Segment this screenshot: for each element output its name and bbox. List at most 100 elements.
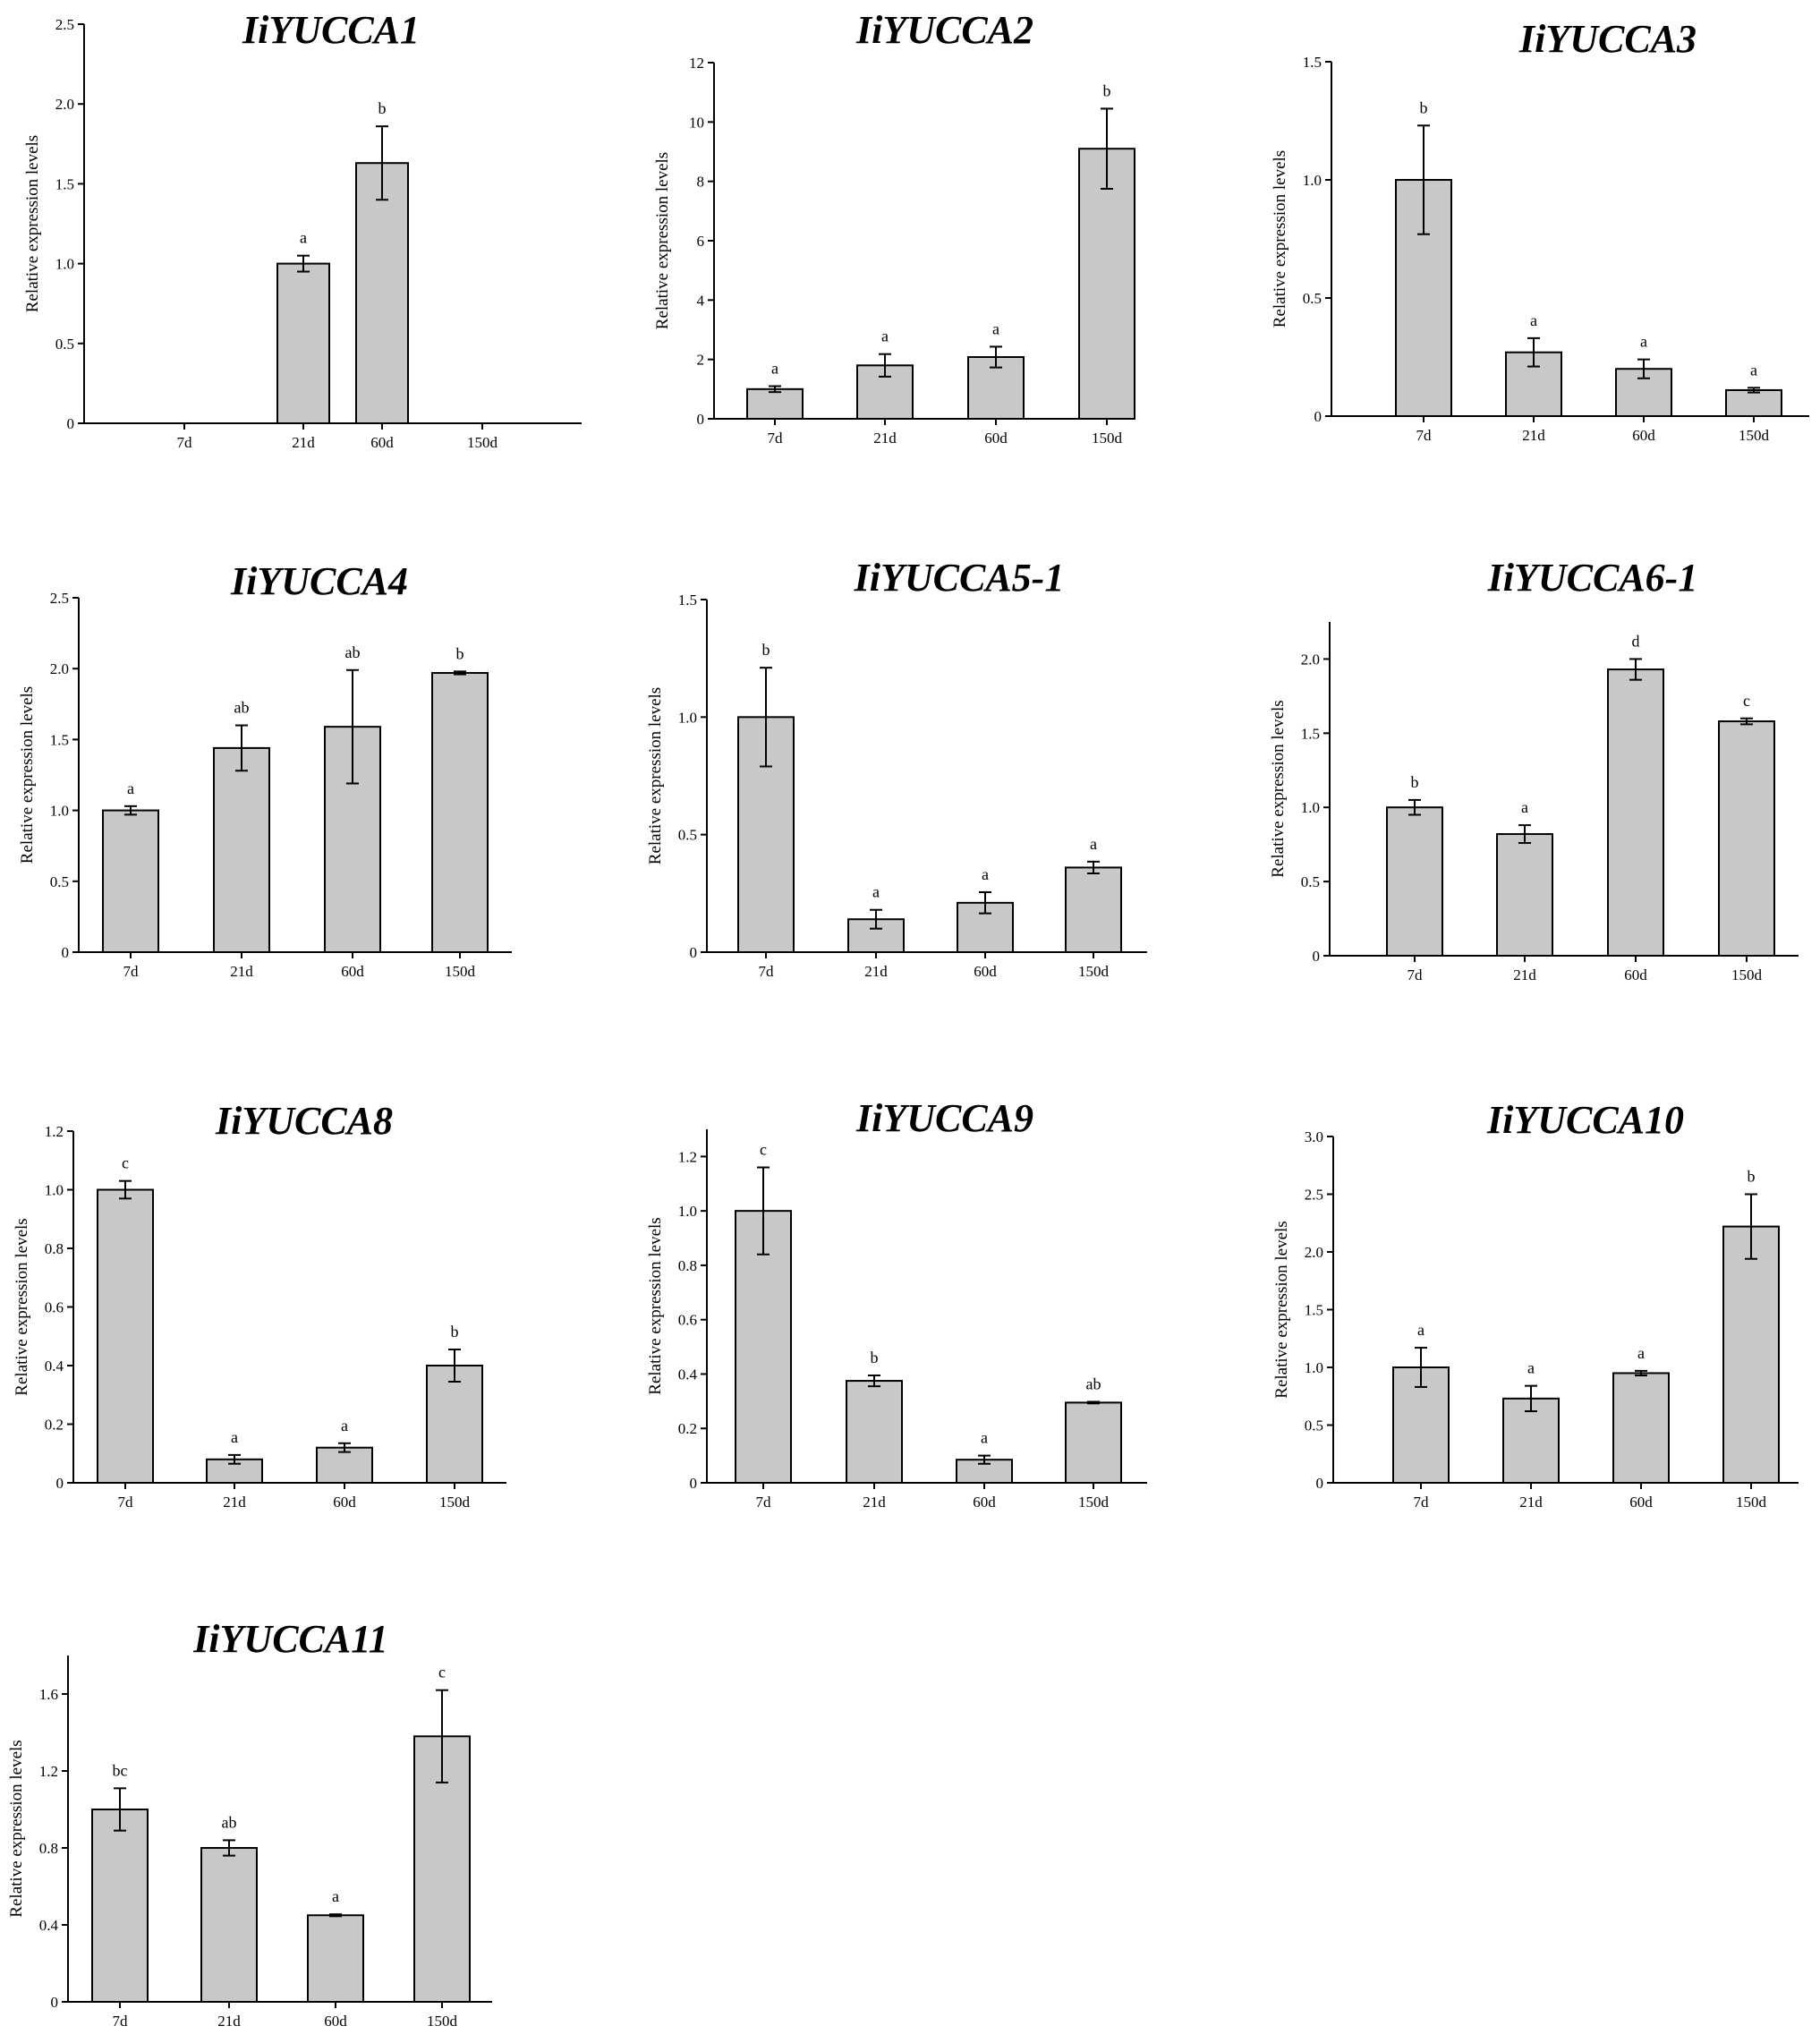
y-tick-label: 1.5 xyxy=(50,731,69,748)
x-tick-label: 60d xyxy=(984,430,1008,447)
y-tick-label: 0.4 xyxy=(45,1358,64,1375)
y-tick-label: 0.5 xyxy=(1305,1417,1323,1434)
y-tick-label: 3.0 xyxy=(1305,1128,1323,1145)
y-tick-label: 0 xyxy=(690,1475,698,1492)
x-tick-label: 150d xyxy=(445,963,476,980)
chart-title: IiYUCCA5-1 xyxy=(854,556,1065,600)
significance-letter: a xyxy=(1521,798,1528,816)
x-tick-label: 150d xyxy=(1736,1494,1767,1511)
y-tick-label: 1.5 xyxy=(1303,54,1322,71)
y-tick-label: 2.5 xyxy=(1305,1187,1323,1204)
chart-panel-2: IiYUCCA2 Relative expression levels 0 2 4 6 8 1… xyxy=(653,8,1135,447)
significance-letter: a xyxy=(1527,1359,1535,1377)
significance-letter: ab xyxy=(345,643,361,661)
significance-letter: a xyxy=(1640,333,1647,351)
bar-7d xyxy=(1387,807,1442,956)
y-tick-label: 4 xyxy=(697,292,705,309)
x-tick-label: 150d xyxy=(1739,427,1770,444)
y-tick-label: 12 xyxy=(689,55,704,72)
significance-letter: a xyxy=(771,360,778,378)
x-tick-label: 7d xyxy=(123,963,140,980)
x-tick-label: 60d xyxy=(333,1494,356,1511)
x-tick-label: 60d xyxy=(1632,427,1655,444)
y-tick-label: 0.5 xyxy=(1303,290,1322,307)
bar-150d xyxy=(1066,867,1121,952)
chart-title: IiYUCCA9 xyxy=(855,1096,1033,1140)
significance-letter: b xyxy=(1748,1168,1756,1186)
y-tick-label: 2.0 xyxy=(1301,651,1320,668)
x-tick-label: 21d xyxy=(1519,1494,1543,1511)
x-tick-label: 7d xyxy=(1408,966,1424,983)
x-tick-label: 7d xyxy=(118,1494,134,1511)
x-tick-label: 21d xyxy=(873,430,897,447)
chart-panel-1: IiYUCCA1 Relative expression levels 0 0.5 1.… xyxy=(23,8,582,451)
chart-title: IiYUCCA10 xyxy=(1486,1098,1684,1142)
y-tick-label: 10 xyxy=(689,114,704,131)
x-tick-label: 7d xyxy=(177,434,193,451)
significance-letter: a xyxy=(982,865,989,883)
x-tick-label: 60d xyxy=(370,434,394,451)
y-tick-label: 1.5 xyxy=(55,175,74,192)
y-tick-label: 0.5 xyxy=(50,873,69,890)
significance-letter: c xyxy=(760,1141,767,1159)
bar-7d xyxy=(92,1809,148,2002)
bar-21d xyxy=(201,1848,257,2002)
y-tick-label: 0 xyxy=(56,1475,64,1492)
y-tick-label: 1.0 xyxy=(678,1203,697,1220)
x-tick-label: 60d xyxy=(973,1494,996,1511)
x-tick-label: 21d xyxy=(292,434,315,451)
significance-letter: b xyxy=(451,1323,459,1341)
bar-7d xyxy=(747,389,803,419)
x-tick-label: 21d xyxy=(1513,966,1536,983)
y-tick-label: 0.4 xyxy=(678,1366,698,1383)
significance-letter: a xyxy=(332,1887,339,1905)
chart-title: IiYUCCA11 xyxy=(192,1617,388,1661)
y-axis-label: Relative expression levels xyxy=(653,152,672,329)
y-tick-label: 8 xyxy=(697,174,705,191)
y-tick-label: 2 xyxy=(697,352,705,369)
y-axis-label: Relative expression levels xyxy=(646,687,665,864)
significance-letter: a xyxy=(300,229,307,247)
significance-letter: a xyxy=(872,883,880,901)
bar-150d xyxy=(427,1366,482,1483)
x-tick-label: 21d xyxy=(1522,427,1545,444)
y-tick-label: 0 xyxy=(697,411,705,428)
bar-150d xyxy=(1726,390,1782,416)
y-tick-label: 2.0 xyxy=(1305,1244,1323,1261)
y-tick-label: 0.6 xyxy=(678,1312,697,1329)
significance-letter: ab xyxy=(234,699,250,717)
x-tick-label: 150d xyxy=(1092,430,1123,447)
bar-60d xyxy=(1613,1373,1669,1483)
y-tick-label: 1.0 xyxy=(55,256,74,273)
chart-panel-5: IiYUCCA5-1 Relative expression levels 0 0.5… xyxy=(646,556,1147,980)
x-tick-label: 7d xyxy=(113,2013,129,2030)
y-tick-label: 1.0 xyxy=(50,803,69,820)
significance-letter: c xyxy=(122,1154,129,1172)
x-tick-label: 60d xyxy=(341,963,364,980)
significance-letter: b xyxy=(871,1349,879,1366)
bar-150d xyxy=(1719,721,1774,956)
chart-panel-7: IiYUCCA8Relative expression levels00.20.… xyxy=(13,1099,506,1511)
y-tick-label: 0 xyxy=(62,944,70,961)
x-tick-label: 7d xyxy=(768,430,784,447)
bar-60d xyxy=(356,163,408,423)
y-axis-label: Relative expression levels xyxy=(1272,1221,1291,1398)
y-tick-label: 0 xyxy=(1316,1475,1324,1492)
x-tick-label: 7d xyxy=(756,1494,772,1511)
significance-letter: b xyxy=(1411,773,1419,791)
significance-letter: ab xyxy=(1086,1375,1101,1392)
y-tick-label: 0 xyxy=(690,944,698,961)
bar-21d xyxy=(1497,834,1552,956)
figure: IiYUCCA1 Relative expression levels 0 0.5 1.… xyxy=(0,0,1820,2043)
significance-letter: ab xyxy=(222,1813,237,1831)
y-tick-label: 0.6 xyxy=(45,1299,64,1316)
chart-title: IiYUCCA3 xyxy=(1518,17,1697,61)
x-tick-label: 150d xyxy=(1731,966,1763,983)
y-tick-label: 0.5 xyxy=(1301,873,1320,890)
bar-21d xyxy=(214,748,269,952)
bar-60d xyxy=(308,1915,363,2002)
x-tick-label: 7d xyxy=(759,963,775,980)
x-tick-label: 60d xyxy=(324,2013,347,2030)
bar-7d xyxy=(103,811,158,952)
y-tick-label: 1.5 xyxy=(1301,725,1320,742)
